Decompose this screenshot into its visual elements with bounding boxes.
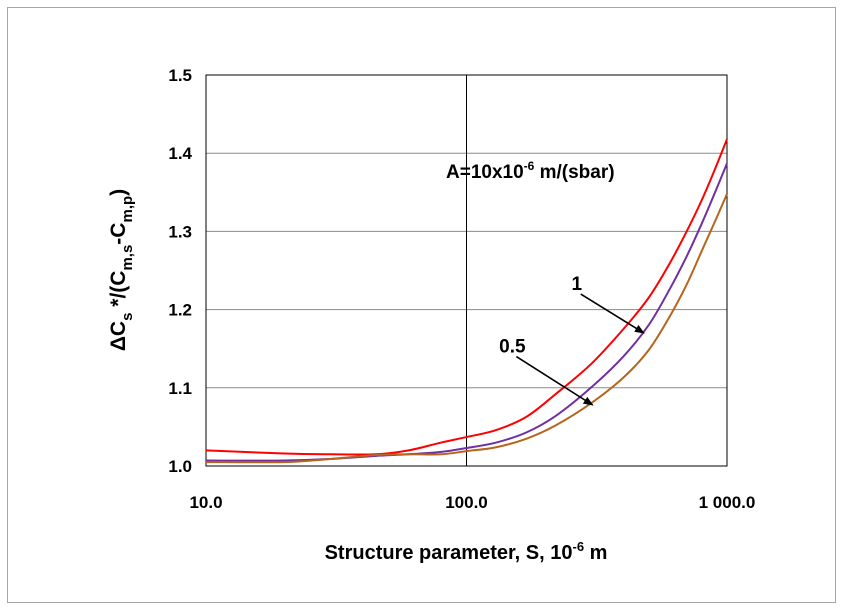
x-tick-label: 10.0: [189, 493, 222, 512]
curve-label-1: 0.5: [499, 337, 526, 358]
series-line-2: [205, 193, 728, 464]
ticks-layer: 1.0 1.1 1.2 1.3 1.4 1.5 10.0 100.0 1 000.0: [168, 66, 755, 512]
y-tick-label: 1.4: [168, 144, 192, 163]
x-tick-label: 1 000.0: [699, 493, 756, 512]
series-layer: [205, 138, 728, 464]
curve-arrow-1: [515, 355, 594, 406]
grid-layer: [206, 75, 727, 466]
y-tick-label: 1.1: [168, 379, 192, 398]
curve-arrow-0: [580, 293, 645, 334]
annotation-layer: 10.5: [499, 274, 645, 406]
chart-frame: 1.0 1.1 1.2 1.3 1.4 1.5 10.0 100.0 1 000.0 1 0.5 …: [7, 7, 836, 603]
chart-svg: 1.01.11.21.31.41.510.0 100.0 1 000.0 10.5 …: [107, 66, 755, 564]
y-tick-label: 1.5: [168, 66, 192, 85]
y-axis-title: ΔCs */(Cm,s-Cm,p): [107, 189, 136, 351]
x-axis-title: Structure parameter, S, 10-6 m: [325, 539, 608, 564]
plot-area: [205, 74, 728, 467]
curve-label-0: 1: [571, 274, 582, 295]
y-tick-label: 1.2: [168, 301, 192, 320]
y-tick-label: 1.0: [168, 457, 192, 476]
series-line-0: [205, 138, 728, 456]
x-tick-label: 100.0: [445, 493, 488, 512]
parameter-annotation: A=10x10-6 m/(sbar): [446, 159, 615, 183]
y-tick-label: 1.3: [168, 222, 192, 241]
